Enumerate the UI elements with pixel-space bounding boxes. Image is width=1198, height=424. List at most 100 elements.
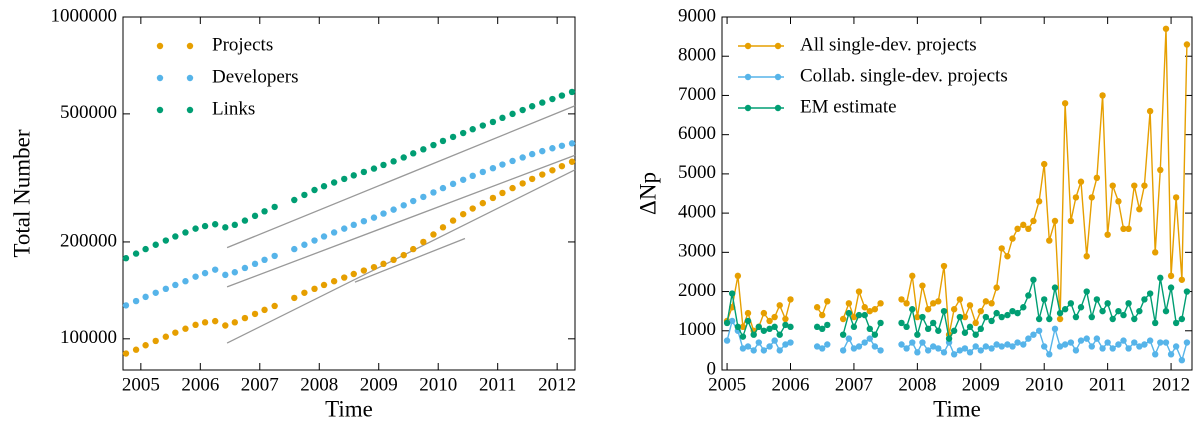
data-point <box>782 315 789 323</box>
data-point <box>1061 100 1069 107</box>
data-point <box>950 351 958 358</box>
data-point <box>271 203 278 211</box>
data-point <box>439 224 447 231</box>
data-point <box>966 349 974 356</box>
data-point <box>1167 272 1175 280</box>
data-point <box>380 210 387 217</box>
data-point <box>1009 235 1016 242</box>
data-point <box>142 342 149 349</box>
data-point <box>771 337 778 344</box>
data-point <box>1172 319 1180 327</box>
data-point <box>977 347 984 354</box>
data-point <box>760 347 768 354</box>
data-point <box>850 323 858 331</box>
data-point <box>201 319 209 326</box>
data-point <box>1125 300 1132 307</box>
data-point <box>1167 284 1175 291</box>
data-point <box>430 231 437 238</box>
legend-label: Collab. single-dev. projects <box>800 65 1008 86</box>
data-point <box>760 327 768 334</box>
data-point <box>966 302 974 309</box>
data-point <box>914 331 921 338</box>
data-point <box>420 238 427 246</box>
data-point <box>1167 351 1175 358</box>
data-point <box>430 189 437 196</box>
data-point <box>390 206 397 213</box>
legend-marker <box>156 42 164 50</box>
data-point <box>924 325 932 333</box>
data-point <box>222 224 229 231</box>
data-point <box>271 252 278 260</box>
data-point <box>787 296 794 303</box>
data-point <box>539 99 546 106</box>
data-point <box>755 339 762 346</box>
data-point <box>1146 337 1154 344</box>
data-point <box>1120 337 1127 344</box>
data-point <box>519 106 526 114</box>
data-point <box>977 307 984 315</box>
data-point <box>950 306 958 313</box>
x-tick-label: 2011 <box>479 374 516 395</box>
data-point <box>1146 290 1154 297</box>
y-tick-label: 4000 <box>678 201 716 222</box>
data-point <box>940 262 948 270</box>
x-axis-label: Time <box>933 396 981 421</box>
data-point <box>1099 345 1106 352</box>
data-point <box>479 199 487 207</box>
axes-frame <box>122 16 576 371</box>
data-point <box>320 281 328 289</box>
data-point <box>122 302 130 309</box>
data-point <box>420 193 427 201</box>
data-point <box>787 323 794 331</box>
data-point <box>1056 343 1064 350</box>
x-tick-label: 2010 <box>419 374 457 395</box>
data-point <box>845 300 853 307</box>
data-point <box>766 343 773 350</box>
data-point <box>1035 327 1043 334</box>
data-point <box>1131 315 1138 323</box>
data-point <box>919 313 926 321</box>
data-point <box>1072 194 1080 201</box>
legend-marker <box>744 104 752 112</box>
data-point <box>1030 217 1037 225</box>
data-point <box>241 264 249 272</box>
data-point <box>930 300 937 307</box>
legend-marker <box>774 104 782 112</box>
data-point <box>271 302 278 310</box>
data-point <box>988 300 995 307</box>
data-point <box>528 103 536 110</box>
data-point <box>760 309 768 317</box>
data-point <box>845 309 853 317</box>
data-point <box>539 147 546 155</box>
y-tick-label: 2000 <box>678 280 716 301</box>
data-point <box>982 313 990 321</box>
data-point <box>132 297 140 305</box>
data-point <box>1004 311 1011 319</box>
data-point <box>739 333 747 340</box>
data-point <box>172 281 179 289</box>
data-point <box>1183 288 1191 295</box>
data-point <box>172 329 179 336</box>
data-point <box>1120 311 1127 319</box>
data-point <box>839 347 847 354</box>
y-axis-label: ΔNp <box>635 172 660 215</box>
data-point <box>839 315 847 323</box>
data-point <box>370 263 378 271</box>
data-point <box>972 319 979 327</box>
data-point <box>940 349 948 356</box>
x-tick-label: 2012 <box>538 374 576 395</box>
data-point <box>192 273 199 280</box>
data-point <box>341 175 348 183</box>
trend-line <box>226 154 576 288</box>
data-point <box>950 327 958 334</box>
data-point <box>1041 160 1048 168</box>
data-point <box>330 278 338 285</box>
data-point <box>909 339 916 346</box>
data-point <box>1136 343 1143 350</box>
data-point <box>152 289 159 296</box>
x-tick-label: 2010 <box>1025 374 1063 395</box>
data-point <box>734 323 742 331</box>
y-tick-label: 7000 <box>678 84 716 105</box>
data-point <box>311 285 318 293</box>
data-point <box>961 329 969 336</box>
